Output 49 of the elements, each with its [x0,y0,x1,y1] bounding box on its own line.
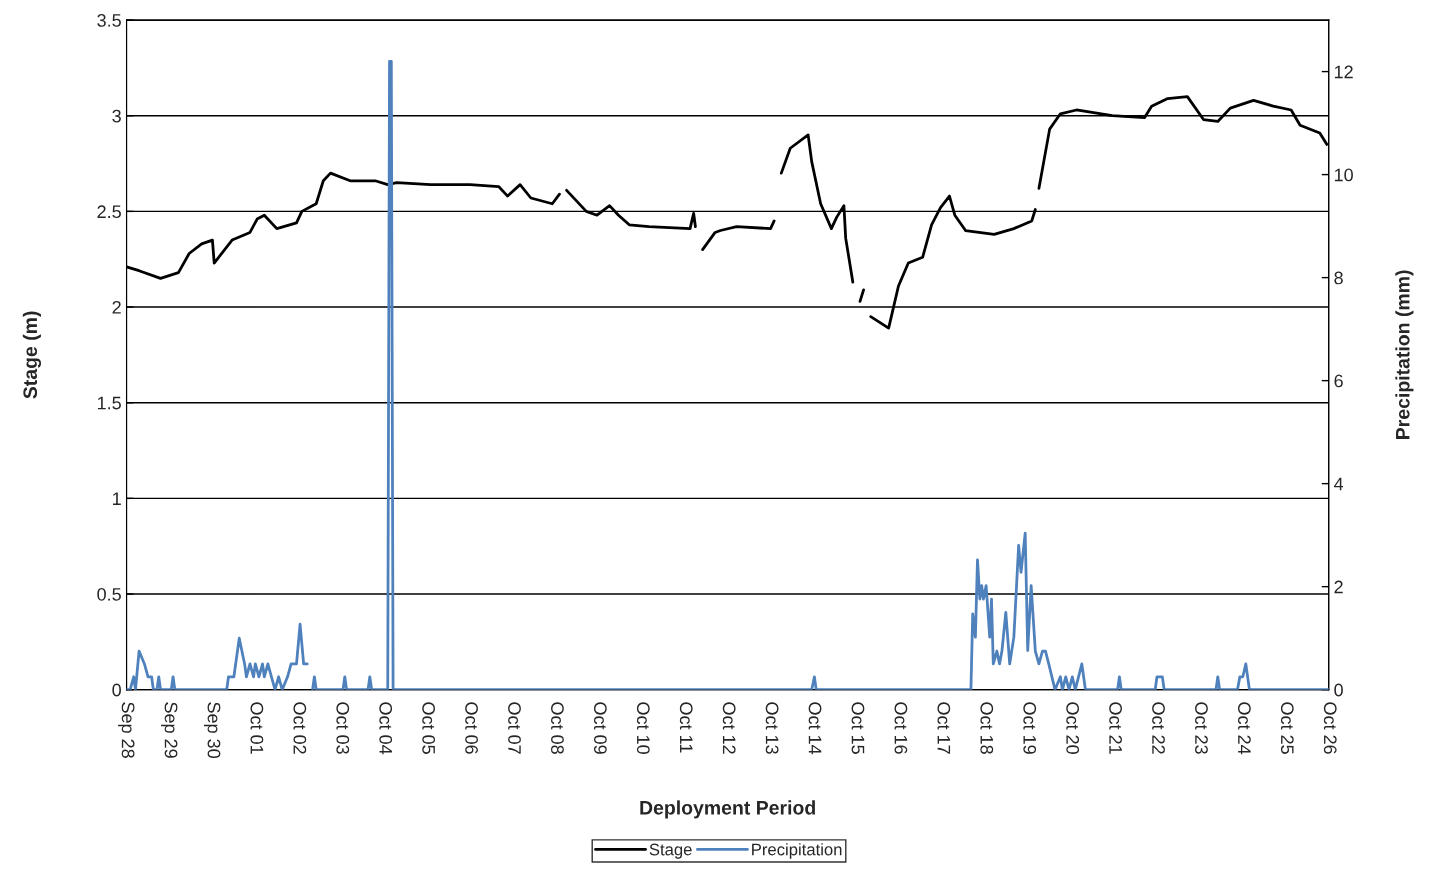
y2-tick-label: 0 [1334,683,1343,697]
x-tick-label: Oct 21 [1109,702,1122,754]
x-tick-label: Oct 18 [980,702,994,754]
x-tick-label: Oct 13 [765,702,779,754]
y-tick-label: 0.5 [97,587,121,601]
x-tick-label: Oct 03 [336,702,350,754]
y-tick-label: 1 [113,492,121,505]
x-tick-label: Oct 01 [250,702,264,754]
y2-tick-label: 4 [1333,477,1344,491]
x-tick-label: Oct 04 [379,702,393,755]
x-tick-label: Oct 02 [293,702,307,754]
y-tick-label: 3.5 [97,14,121,27]
x-tick-label: Oct 25 [1280,702,1294,754]
x-tick-label: Oct 07 [508,702,521,754]
y2-axis-title: Precipitation (mm) [1395,270,1414,439]
y-tick-label: 2 [112,300,121,314]
y-tick-label: 0 [112,683,121,697]
x-tick-label: Oct 19 [1023,702,1037,754]
x-tick-label: Oct 15 [851,702,865,754]
x-tick-label: Sep 28 [118,702,135,758]
y2-tick-label: 2 [1334,580,1343,594]
x-tick-label: Sep 29 [161,702,178,758]
x-axis-title: Deployment Period [640,800,815,819]
y2-tick-label: 10 [1334,168,1353,182]
x-tick-label: Oct 26 [1323,702,1337,754]
x-tick-label: Sep 30 [204,702,221,758]
y-tick-label: 3 [112,109,121,123]
x-tick-label: Oct 23 [1195,702,1208,754]
y2-tick-label: 6 [1334,374,1343,388]
y2-tick-label: 12 [1334,65,1353,79]
x-tick-label: Oct 08 [551,702,564,754]
x-tick-label: Oct 17 [937,702,951,754]
y2-tick-label: 8 [1334,271,1343,285]
x-tick-label: Oct 05 [422,702,436,754]
legend-label: Precipitation [752,843,842,859]
y-tick-label: 1.5 [97,396,121,410]
y-axis-title: Stage (m) [22,311,42,399]
x-tick-label: Oct 11 [679,702,693,753]
x-tick-label: Oct 20 [1066,702,1080,754]
x-tick-label: Oct 09 [593,702,607,754]
x-tick-label: Oct 14 [808,702,822,755]
x-tick-label: Oct 24 [1238,702,1251,755]
x-tick-label: Oct 12 [722,702,736,754]
x-tick-label: Oct 16 [894,702,908,754]
x-tick-label: Oct 22 [1152,702,1165,754]
x-tick-label: Oct 10 [636,702,650,754]
y-tick-label: 2.5 [97,205,121,219]
x-tick-label: Oct 06 [465,702,478,754]
legend-label: Stage [649,843,692,859]
